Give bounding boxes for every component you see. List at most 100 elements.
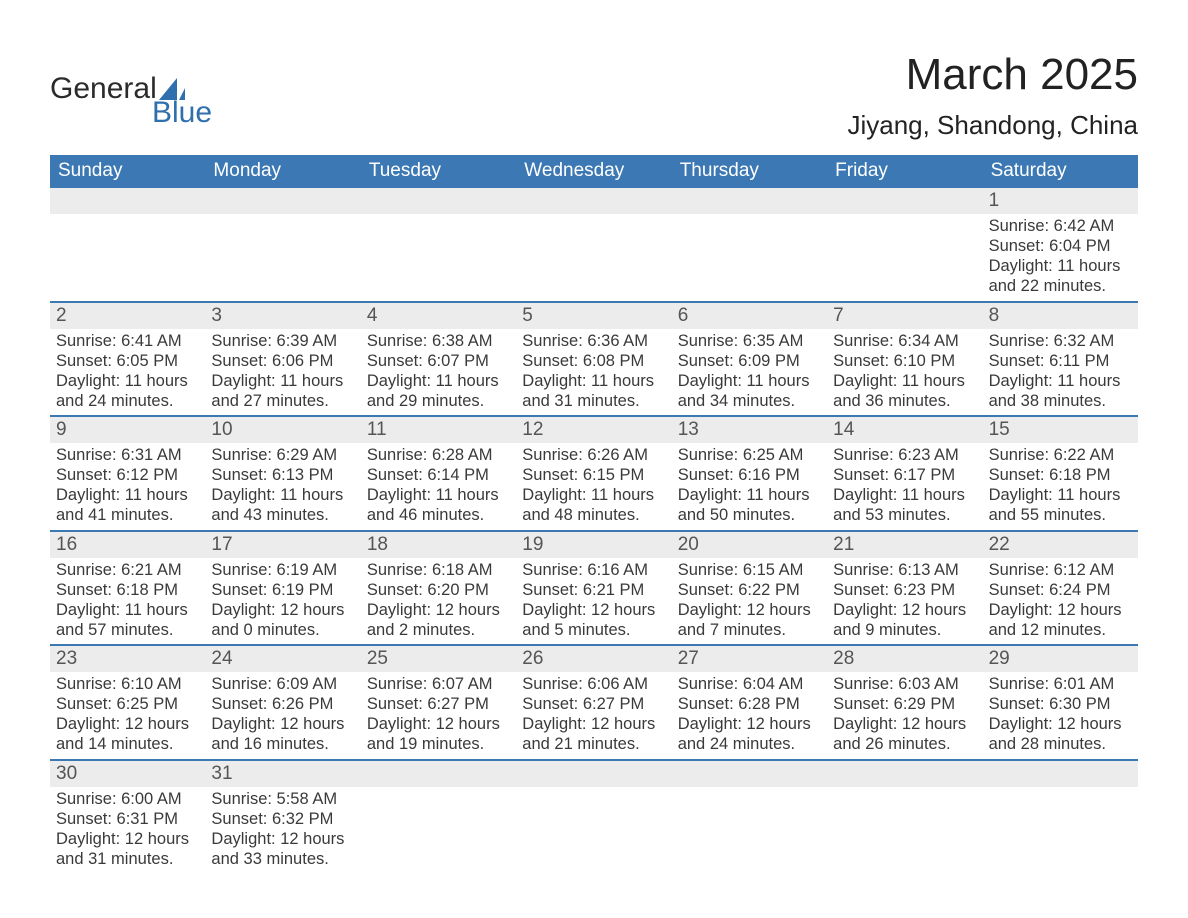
day-number	[672, 188, 827, 214]
detail-line: Sunset: 6:12 PM	[56, 465, 201, 485]
day-details: Sunrise: 6:25 AMSunset: 6:16 PMDaylight:…	[672, 443, 827, 530]
day-details: Sunrise: 6:03 AMSunset: 6:29 PMDaylight:…	[827, 672, 982, 759]
weekday-header: Sunday	[50, 155, 205, 188]
logo: General Blue	[50, 74, 212, 128]
day-details: Sunrise: 6:42 AMSunset: 6:04 PMDaylight:…	[983, 214, 1138, 301]
day-number-row: 1	[50, 188, 1138, 214]
detail-line: and 5 minutes.	[522, 620, 667, 640]
detail-line: Daylight: 11 hours	[833, 485, 978, 505]
detail-line: Sunrise: 6:36 AM	[522, 331, 667, 351]
detail-line: and 38 minutes.	[989, 391, 1134, 411]
day-number	[361, 761, 516, 787]
detail-line: Sunrise: 6:09 AM	[211, 674, 356, 694]
detail-line: and 0 minutes.	[211, 620, 356, 640]
detail-line: Daylight: 12 hours	[989, 600, 1134, 620]
detail-line: Sunset: 6:21 PM	[522, 580, 667, 600]
day-number: 31	[205, 761, 360, 787]
detail-line: Daylight: 12 hours	[367, 600, 512, 620]
detail-line: Sunset: 6:27 PM	[522, 694, 667, 714]
day-number: 29	[983, 646, 1138, 672]
detail-line: and 24 minutes.	[56, 391, 201, 411]
day-number: 28	[827, 646, 982, 672]
detail-line: Sunrise: 6:03 AM	[833, 674, 978, 694]
day-details: Sunrise: 6:00 AMSunset: 6:31 PMDaylight:…	[50, 787, 205, 874]
day-number: 26	[516, 646, 671, 672]
day-number	[827, 761, 982, 787]
header: General Blue March 2025 Jiyang, Shandong…	[50, 50, 1138, 141]
detail-line: and 29 minutes.	[367, 391, 512, 411]
weekday-header: Thursday	[672, 155, 827, 188]
detail-line: Sunrise: 6:10 AM	[56, 674, 201, 694]
title-block: March 2025 Jiyang, Shandong, China	[847, 50, 1138, 141]
detail-line: Sunset: 6:24 PM	[989, 580, 1134, 600]
detail-line: Sunrise: 6:18 AM	[367, 560, 512, 580]
detail-line: Daylight: 11 hours	[989, 256, 1134, 276]
day-details	[205, 214, 360, 301]
day-number-row: 16171819202122	[50, 530, 1138, 558]
day-number: 3	[205, 303, 360, 329]
day-details: Sunrise: 5:58 AMSunset: 6:32 PMDaylight:…	[205, 787, 360, 874]
detail-line: Sunset: 6:22 PM	[678, 580, 823, 600]
day-number: 6	[672, 303, 827, 329]
detail-line: and 33 minutes.	[211, 849, 356, 869]
day-number	[516, 188, 671, 214]
day-details: Sunrise: 6:16 AMSunset: 6:21 PMDaylight:…	[516, 558, 671, 645]
detail-line: and 57 minutes.	[56, 620, 201, 640]
day-details: Sunrise: 6:35 AMSunset: 6:09 PMDaylight:…	[672, 329, 827, 416]
detail-line: Daylight: 12 hours	[522, 600, 667, 620]
detail-line: Daylight: 11 hours	[989, 371, 1134, 391]
day-number: 16	[50, 532, 205, 558]
detail-line: Daylight: 11 hours	[522, 485, 667, 505]
day-details	[827, 787, 982, 874]
detail-line: Sunset: 6:20 PM	[367, 580, 512, 600]
day-number: 1	[983, 188, 1138, 214]
detail-line: Sunset: 6:18 PM	[989, 465, 1134, 485]
weekday-header: Wednesday	[516, 155, 671, 188]
weekday-header: Tuesday	[361, 155, 516, 188]
detail-line: Sunrise: 6:04 AM	[678, 674, 823, 694]
day-details: Sunrise: 6:31 AMSunset: 6:12 PMDaylight:…	[50, 443, 205, 530]
detail-line: Sunrise: 6:00 AM	[56, 789, 201, 809]
logo-text-general: General	[50, 74, 157, 104]
weekday-header: Saturday	[983, 155, 1138, 188]
day-details	[672, 214, 827, 301]
day-details: Sunrise: 6:01 AMSunset: 6:30 PMDaylight:…	[983, 672, 1138, 759]
detail-line: and 19 minutes.	[367, 734, 512, 754]
detail-line: and 31 minutes.	[522, 391, 667, 411]
day-details: Sunrise: 6:18 AMSunset: 6:20 PMDaylight:…	[361, 558, 516, 645]
day-number: 10	[205, 417, 360, 443]
detail-line: Sunset: 6:07 PM	[367, 351, 512, 371]
day-details: Sunrise: 6:10 AMSunset: 6:25 PMDaylight:…	[50, 672, 205, 759]
day-details	[983, 787, 1138, 874]
detail-line: Daylight: 11 hours	[678, 371, 823, 391]
day-number	[361, 188, 516, 214]
day-number	[672, 761, 827, 787]
day-details-row: Sunrise: 6:10 AMSunset: 6:25 PMDaylight:…	[50, 672, 1138, 759]
detail-line: and 34 minutes.	[678, 391, 823, 411]
detail-line: Daylight: 12 hours	[56, 829, 201, 849]
detail-line: Sunrise: 6:12 AM	[989, 560, 1134, 580]
day-details: Sunrise: 6:23 AMSunset: 6:17 PMDaylight:…	[827, 443, 982, 530]
detail-line: Sunrise: 6:34 AM	[833, 331, 978, 351]
detail-line: Daylight: 12 hours	[211, 600, 356, 620]
detail-line: Sunrise: 6:21 AM	[56, 560, 201, 580]
day-number: 5	[516, 303, 671, 329]
day-details: Sunrise: 6:13 AMSunset: 6:23 PMDaylight:…	[827, 558, 982, 645]
day-details: Sunrise: 6:04 AMSunset: 6:28 PMDaylight:…	[672, 672, 827, 759]
detail-line: and 16 minutes.	[211, 734, 356, 754]
day-details: Sunrise: 6:09 AMSunset: 6:26 PMDaylight:…	[205, 672, 360, 759]
detail-line: Sunset: 6:17 PM	[833, 465, 978, 485]
detail-line: Sunset: 6:15 PM	[522, 465, 667, 485]
detail-line: Sunrise: 6:39 AM	[211, 331, 356, 351]
day-details	[672, 787, 827, 874]
detail-line: and 21 minutes.	[522, 734, 667, 754]
detail-line: and 27 minutes.	[211, 391, 356, 411]
detail-line: Daylight: 11 hours	[367, 371, 512, 391]
day-details: Sunrise: 6:41 AMSunset: 6:05 PMDaylight:…	[50, 329, 205, 416]
detail-line: Sunrise: 6:15 AM	[678, 560, 823, 580]
day-number: 8	[983, 303, 1138, 329]
day-number-row: 23242526272829	[50, 644, 1138, 672]
logo-text-blue: Blue	[152, 98, 212, 128]
detail-line: Sunrise: 6:06 AM	[522, 674, 667, 694]
detail-line: Sunset: 6:09 PM	[678, 351, 823, 371]
